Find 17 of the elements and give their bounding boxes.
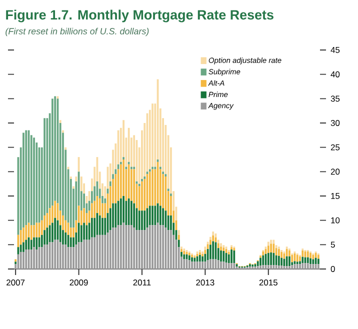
y-tick-label: 20 [330,168,340,175]
y-tick-label: 5 [330,242,335,248]
x-tick-label: 2011 [133,280,151,286]
y-tick-label: 10 [331,217,340,224]
x-tick-label: 2015 [259,280,278,286]
y-tick-label: 40 [330,71,340,78]
x-tick-label: 2007 [6,280,25,286]
y-tick-label: 30 [330,120,340,126]
y-tick-label: 25 [330,144,340,150]
y-tick-label: 45 [330,47,340,53]
y-tick-label: 35 [330,96,340,102]
chart-subtitle: (First reset in billions of U.S. dollars) [6,28,149,36]
x-tick-label: 2009 [70,280,88,286]
y-tick-label: 15 [331,193,340,199]
x-tick-label: 2013 [196,280,214,286]
chart-title: Figure 1.7. Monthly Mortgage Rate Resets [6,10,274,22]
y-tick-label: 0 [330,266,335,272]
